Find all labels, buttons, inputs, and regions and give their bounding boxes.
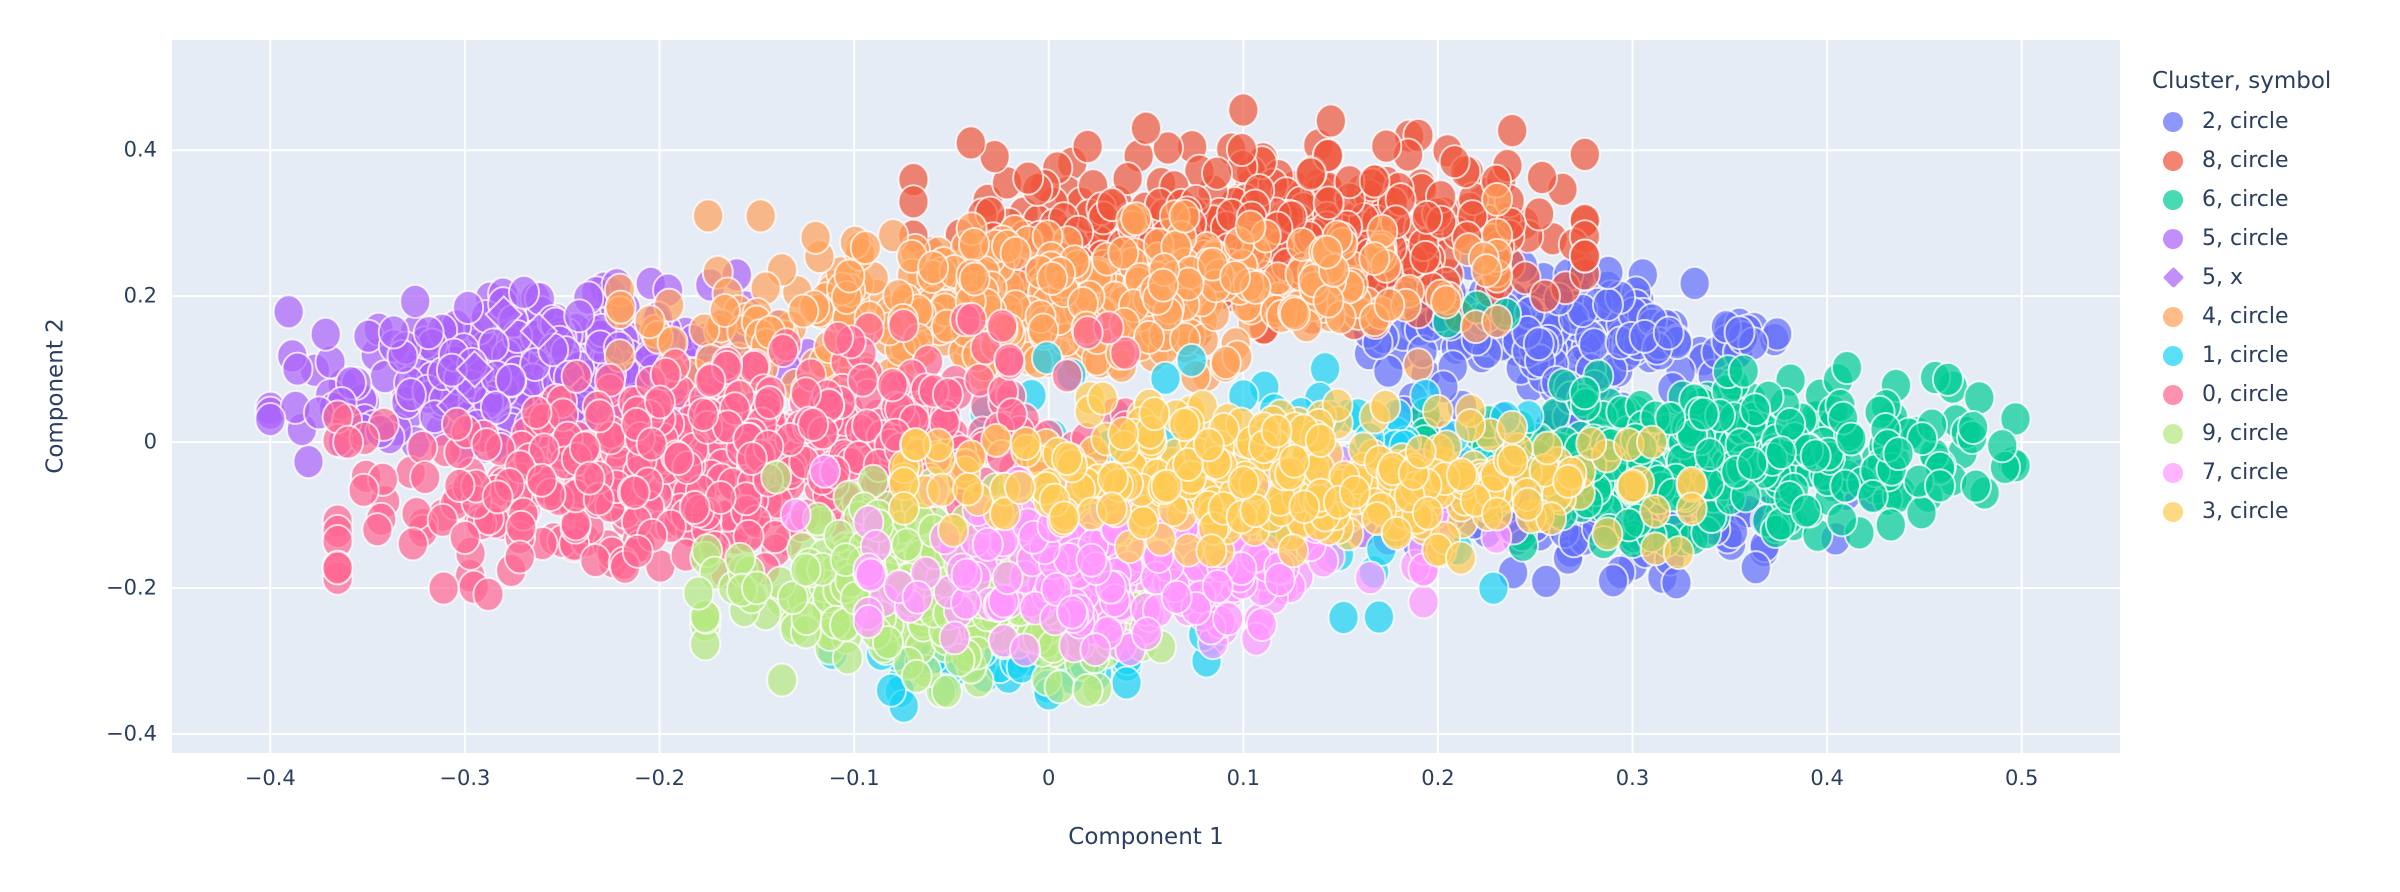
circle-marker-icon (2152, 111, 2194, 132)
x-tick-label: −0.2 (633, 766, 685, 790)
x-tick-label: −0.4 (244, 766, 296, 790)
y-tick-label: −0.4 (106, 721, 157, 746)
x-tick-label: 0 (1042, 766, 1056, 790)
circle-marker-icon (2152, 423, 2194, 444)
y-tick-label: −0.2 (106, 575, 157, 600)
legend: Cluster, symbol 2, circle 8, circle 6, cir… (2152, 68, 2392, 531)
legend-item-5-x[interactable]: 5, x (2152, 258, 2392, 297)
legend-item-label: 3, circle (2202, 499, 2289, 524)
legend-title: Cluster, symbol (2152, 68, 2332, 94)
x-tick-label: 0.1 (1226, 766, 1260, 790)
legend-item-0-circle[interactable]: 0, circle (2152, 375, 2392, 414)
legend-items: 2, circle 8, circle 6, circle 5, circle 5, x… (2152, 102, 2392, 531)
circle-marker-icon (2152, 501, 2194, 522)
cluster-3-circle-points (887, 380, 1708, 576)
circle-marker-icon (2152, 384, 2194, 405)
x-axis-title: Component 1 (1068, 824, 1224, 850)
legend-item-label: 5, circle (2202, 226, 2289, 251)
x-tick-label: 0.4 (1810, 766, 1844, 790)
scatter-points-layer (254, 92, 2032, 724)
legend-item-9-circle[interactable]: 9, circle (2152, 414, 2392, 453)
y-tick-label: 0 (143, 429, 157, 454)
legend-item-label: 7, circle (2202, 460, 2289, 485)
legend-item-3-circle[interactable]: 3, circle (2152, 492, 2392, 531)
legend-item-label: 9, circle (2202, 421, 2289, 446)
legend-item-7-circle[interactable]: 7, circle (2152, 453, 2392, 492)
legend-item-label: 6, circle (2202, 187, 2289, 212)
circle-marker-icon (2152, 189, 2194, 210)
y-tick-label: 0.4 (123, 137, 157, 162)
legend-item-6-circle[interactable]: 6, circle (2152, 180, 2392, 219)
circle-marker-icon (2152, 345, 2194, 366)
circle-marker-icon (2152, 462, 2194, 483)
legend-item-1-circle[interactable]: 1, circle (2152, 336, 2392, 375)
legend-item-label: 4, circle (2202, 304, 2289, 329)
legend-item-label: 8, circle (2202, 148, 2289, 173)
x-tick-label: −0.1 (828, 766, 880, 790)
legend-item-5-circle[interactable]: 5, circle (2152, 219, 2392, 258)
legend-item-label: 2, circle (2202, 109, 2289, 134)
x-tick-label: 0.3 (1615, 766, 1650, 790)
y-axis-title: Component 2 (42, 318, 69, 474)
legend-item-2-circle[interactable]: 2, circle (2152, 102, 2392, 141)
y-tick-label: 0.2 (123, 283, 157, 308)
circle-marker-icon (2152, 150, 2194, 171)
legend-item-label: 1, circle (2202, 343, 2289, 368)
x-tick-label: −0.3 (439, 766, 491, 790)
legend-item-8-circle[interactable]: 8, circle (2152, 141, 2392, 180)
circle-marker-icon (2152, 306, 2194, 327)
x-tick-label: 0.5 (2005, 766, 2039, 790)
x-tick-label: 0.2 (1421, 766, 1455, 790)
legend-item-label: 0, circle (2202, 382, 2289, 407)
circle-marker-icon (2152, 228, 2194, 249)
legend-item-label: 5, x (2202, 265, 2244, 290)
legend-item-4-circle[interactable]: 4, circle (2152, 297, 2392, 336)
diamond-marker-icon (2152, 266, 2194, 289)
